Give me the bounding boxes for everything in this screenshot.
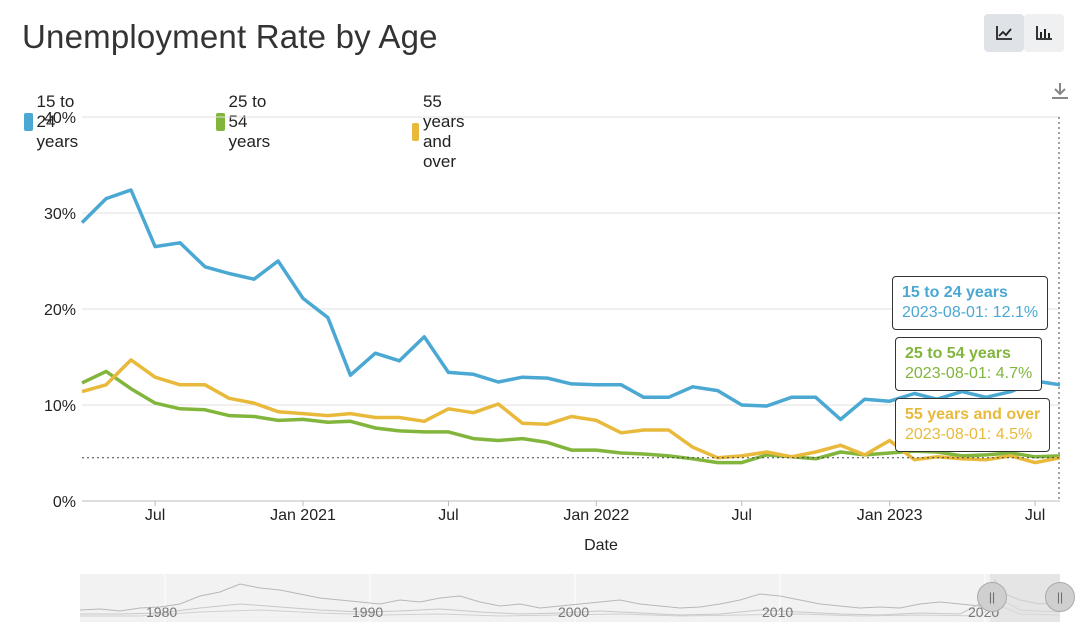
- tooltip-value: 2023-08-01: 4.7%: [905, 365, 1033, 382]
- navigator-right-handle[interactable]: ||: [1045, 582, 1075, 612]
- x-tick-label: Jul: [438, 507, 458, 524]
- x-tick-label: Jan 2021: [270, 507, 336, 524]
- navigator-year-label: 2000: [558, 604, 590, 620]
- series-tooltip: 15 to 24 years 2023-08-01: 12.1%: [892, 276, 1049, 330]
- bar-view-button[interactable]: [1024, 14, 1064, 52]
- tooltip-value: 2023-08-01: 4.5%: [905, 426, 1033, 443]
- bar-chart-icon: [1036, 26, 1052, 40]
- legend-swatch: [24, 113, 33, 131]
- y-tick-label: 40%: [44, 110, 76, 127]
- series-line-2: [81, 369, 1061, 465]
- navigator-sparklines: [79, 574, 1061, 622]
- tooltip-series-name: 15 to 24 years: [902, 284, 1008, 301]
- page-title: Unemployment Rate by Age: [22, 18, 438, 55]
- navigator-year-label: 1980: [146, 604, 178, 620]
- line-chart-icon: [996, 26, 1012, 40]
- download-button[interactable]: [1049, 80, 1071, 102]
- series-tooltip: 55 years and over 2023-08-01: 4.5%: [895, 398, 1051, 452]
- range-navigator[interactable]: [79, 574, 1061, 622]
- x-tick-label: Jul: [1025, 507, 1045, 524]
- legend-item[interactable]: 25 to 54 years: [216, 92, 280, 152]
- y-tick-label: 10%: [44, 398, 76, 415]
- y-tick-label: 0%: [53, 494, 76, 511]
- legend-swatch: [216, 113, 225, 131]
- x-tick-label: Jul: [145, 507, 165, 524]
- navigator-left-handle[interactable]: ||: [977, 582, 1007, 612]
- tooltip-series-name: 55 years and over: [905, 406, 1041, 423]
- x-axis-title: Date: [584, 537, 618, 554]
- navigator-year-label: 1990: [352, 604, 384, 620]
- x-tick-label: Jan 2023: [857, 507, 923, 524]
- tooltip-series-name: 25 to 54 years: [905, 345, 1011, 362]
- navigator-year-label: 2010: [762, 604, 794, 620]
- y-tick-label: 20%: [44, 302, 76, 319]
- tooltip-value: 2023-08-01: 12.1%: [902, 304, 1039, 321]
- x-tick-label: Jul: [732, 507, 752, 524]
- x-tick-label: Jan 2022: [563, 507, 629, 524]
- series-tooltip: 25 to 54 years 2023-08-01: 4.7%: [895, 337, 1043, 391]
- line-view-button[interactable]: [984, 14, 1024, 52]
- download-icon: [1052, 83, 1068, 99]
- legend-item[interactable]: 15 to 24 years: [24, 92, 88, 152]
- legend-label: 15 to 24 years: [36, 92, 79, 151]
- legend-swatch: [412, 123, 419, 141]
- y-tick-label: 30%: [44, 206, 76, 223]
